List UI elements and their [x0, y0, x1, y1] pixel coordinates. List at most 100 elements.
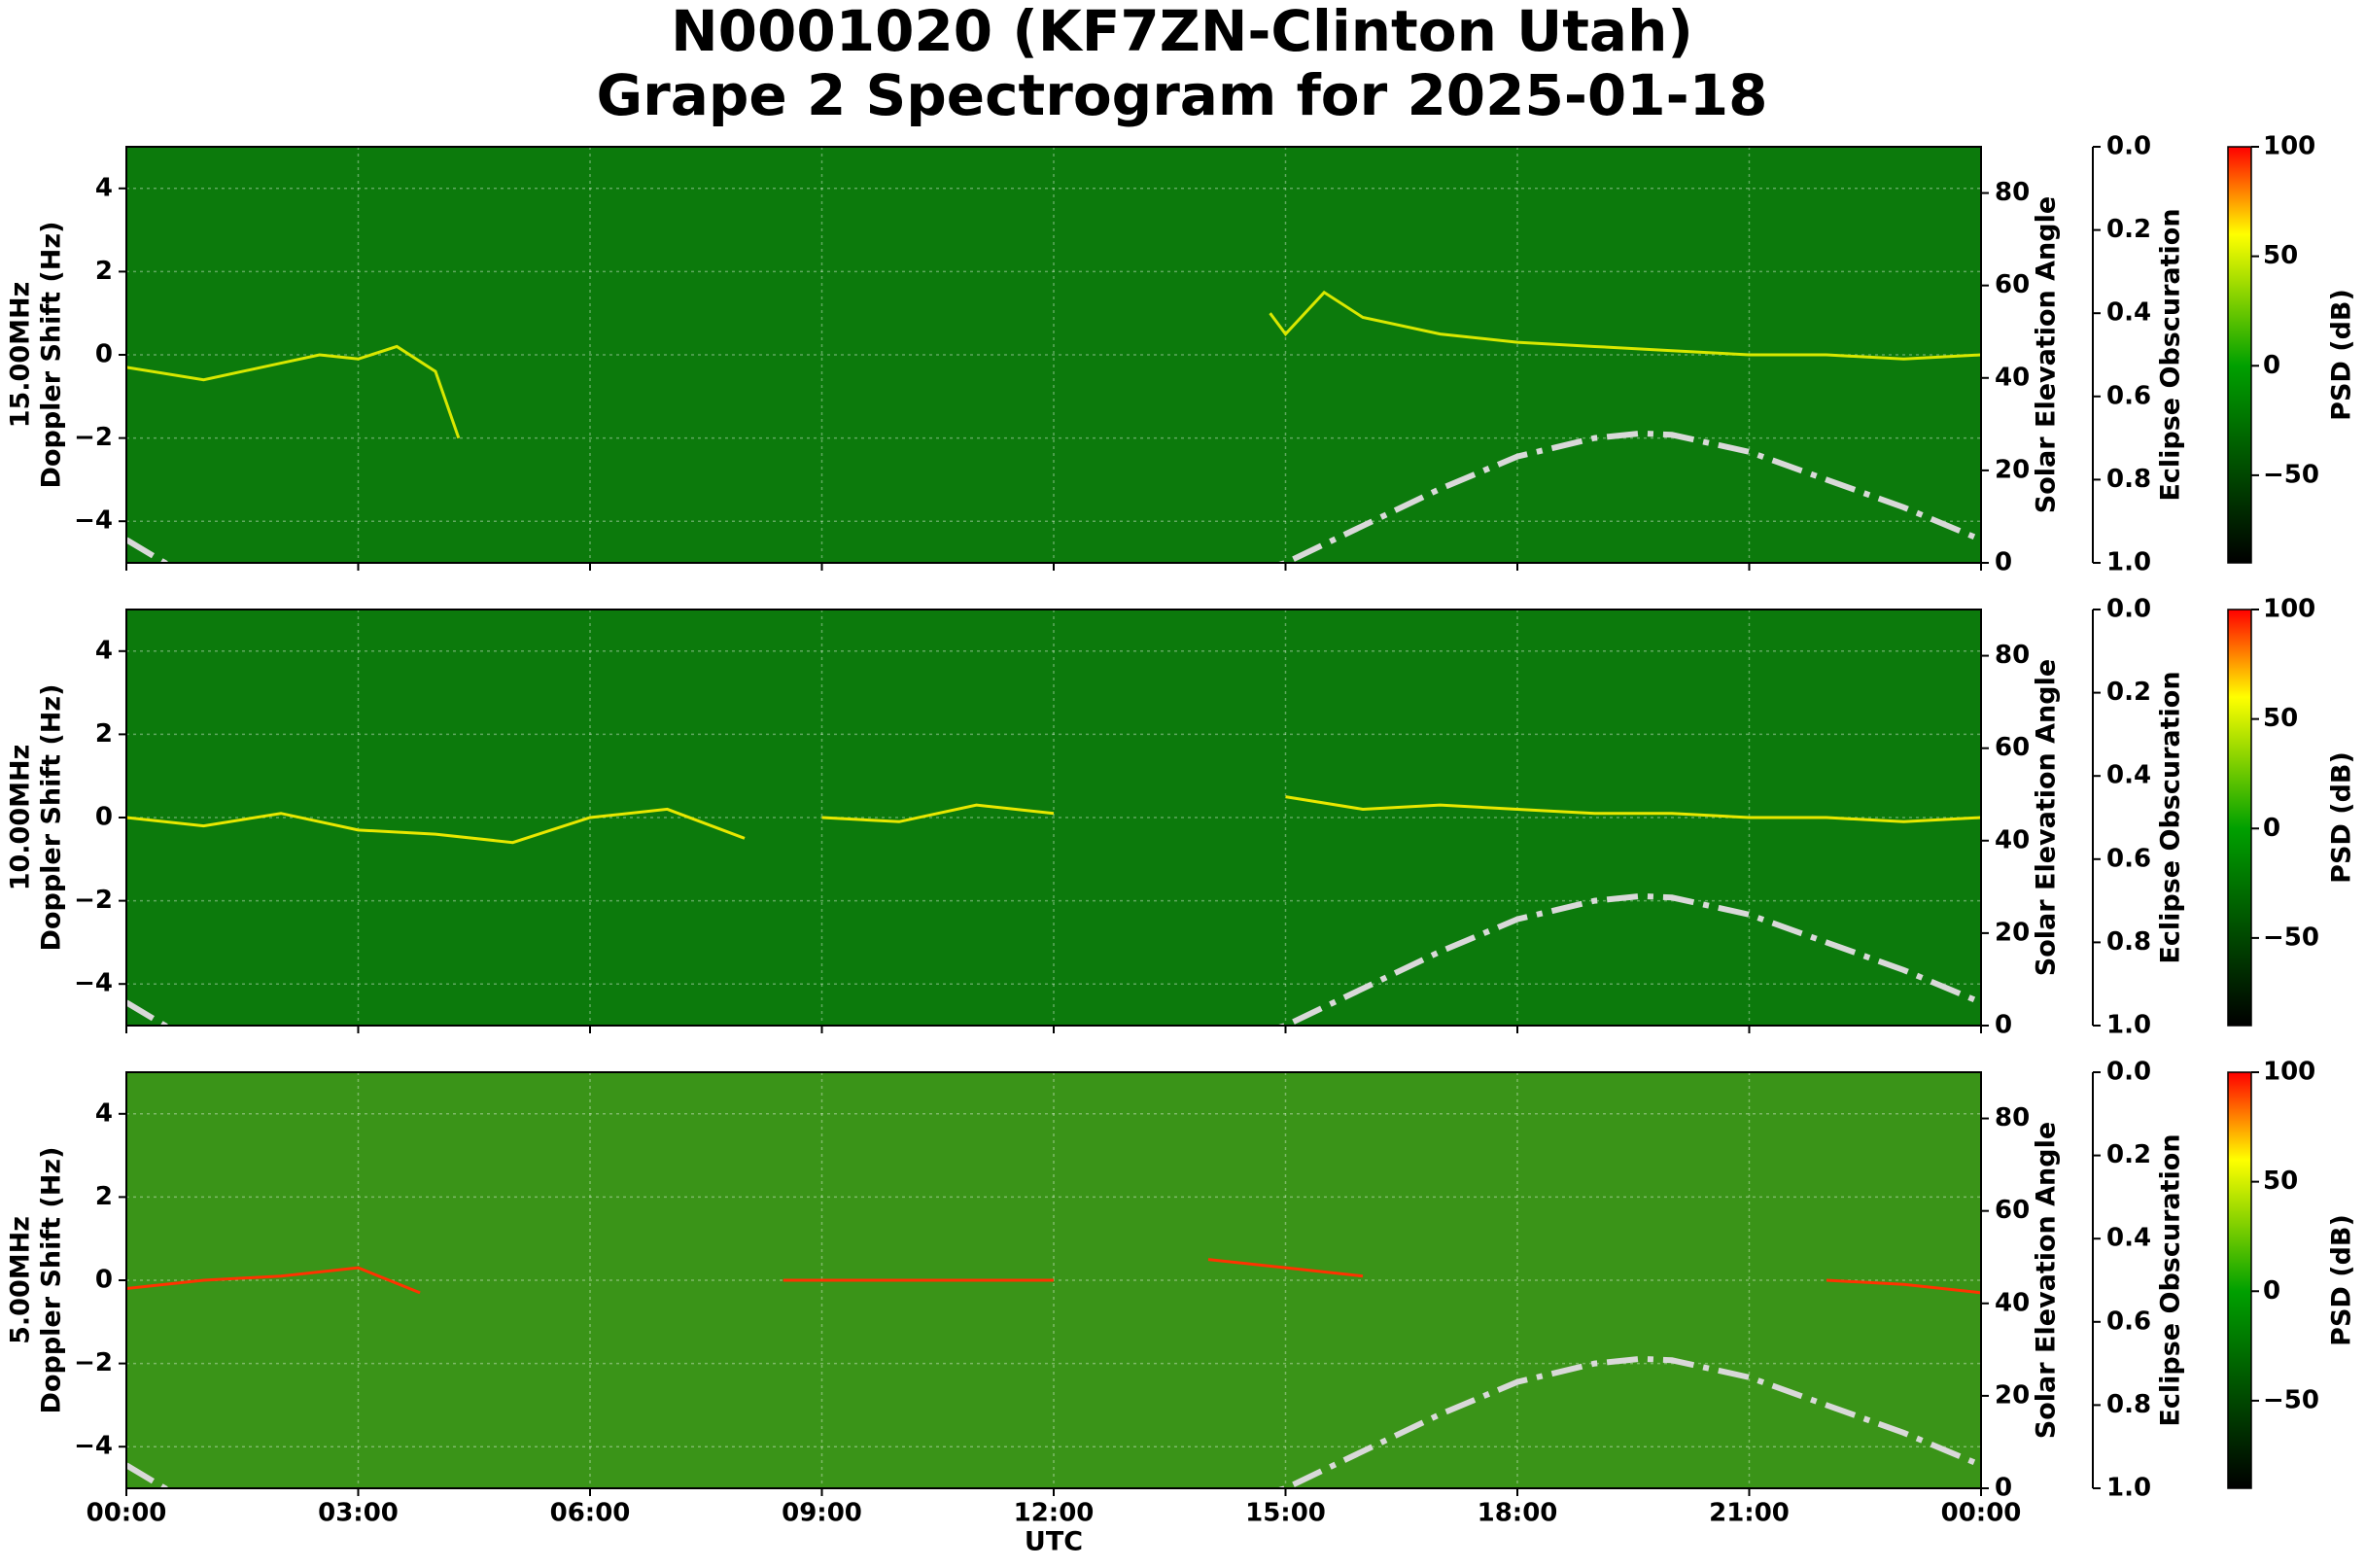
x-tick-label: 12:00	[1014, 1499, 1095, 1528]
y3-tick-label: 0.4	[2106, 761, 2151, 790]
y3-tick-label: 0.0	[2106, 1058, 2151, 1087]
y3-tick-label: 0.6	[2106, 381, 2151, 410]
y2-label: Solar Elevation Angle	[2032, 196, 2062, 513]
y2-tick-label: 80	[1995, 641, 2030, 670]
colorbar-tick-label: 100	[2263, 132, 2315, 161]
y2-tick-label: 40	[1995, 363, 2030, 392]
y-tick-label: 4	[95, 636, 113, 665]
x-tick-label: 15:00	[1245, 1499, 1326, 1528]
plot-frame	[125, 609, 1982, 1027]
y-tick-label: −2	[74, 886, 113, 915]
colorbar-tick-label: 50	[2263, 241, 2298, 270]
y2-tick-label: 80	[1995, 178, 2030, 207]
x-tick-label: 00:00	[1941, 1499, 2022, 1528]
x-tick-label: 09:00	[782, 1499, 862, 1528]
y-tick-label: 2	[95, 719, 113, 749]
y2-tick-label: 80	[1995, 1103, 2030, 1132]
colorbar	[2227, 1071, 2252, 1489]
y3-tick-label: 0.0	[2106, 132, 2151, 161]
y3-tick-label: 0.8	[2106, 1390, 2151, 1419]
y3-label: Eclipse Obscuration	[2156, 1133, 2186, 1426]
colorbar-label: PSD (dB)	[2327, 1214, 2357, 1346]
y3-tick-label: 0.2	[2106, 678, 2151, 707]
y-tick-label: −2	[74, 423, 113, 452]
doppler-trace	[1269, 290, 1981, 361]
y-label: 5.00MHz	[6, 1216, 36, 1344]
colorbar	[2227, 609, 2252, 1027]
y3-tick-label: 0.4	[2106, 1224, 2151, 1253]
x-tick-label: 21:00	[1709, 1499, 1790, 1528]
colorbar-tick-label: 100	[2263, 595, 2315, 624]
x-tick-label: 18:00	[1478, 1499, 1558, 1528]
y2-tick-label: 60	[1995, 1196, 2030, 1225]
y-label: Doppler Shift (Hz)	[37, 222, 67, 489]
y-label: 10.00MHz	[6, 745, 36, 891]
y2-tick-label: 40	[1995, 825, 2030, 854]
y3-tick-label: 1.0	[2106, 1011, 2151, 1040]
colorbar-tick-label: 50	[2263, 1167, 2298, 1196]
y-tick-label: 0	[95, 340, 113, 369]
colorbar-tick-label: −50	[2263, 460, 2319, 489]
y-tick-label: −4	[74, 1432, 113, 1461]
y2-tick-label: 20	[1995, 455, 2030, 484]
colorbar-label: PSD (dB)	[2327, 751, 2357, 884]
plot-frame	[125, 1071, 1982, 1489]
y2-tick-label: 20	[1995, 1380, 2030, 1410]
colorbar-label: PSD (dB)	[2327, 289, 2357, 421]
colorbar-tick-label: 0	[2263, 814, 2280, 843]
y-tick-label: −2	[74, 1348, 113, 1377]
y3-tick-label: 1.0	[2106, 1474, 2151, 1503]
y3-tick-label: 0.6	[2106, 844, 2151, 873]
solar-elevation-line	[126, 430, 1981, 563]
y-tick-label: −4	[74, 969, 113, 998]
y-tick-label: 4	[95, 173, 113, 202]
solar-elevation-line	[126, 892, 1981, 1026]
doppler-trace	[821, 803, 1055, 823]
y2-label: Solar Elevation Angle	[2032, 659, 2062, 976]
y2-tick-label: 60	[1995, 733, 2030, 762]
doppler-trace	[126, 344, 461, 439]
colorbar-tick-label: −50	[2263, 923, 2319, 952]
y3-tick-label: 0.4	[2106, 298, 2151, 328]
y2-tick-label: 0	[1995, 548, 2012, 577]
doppler-trace	[1207, 1258, 1364, 1278]
plot-background	[126, 610, 1981, 1026]
y-tick-label: 2	[95, 1182, 113, 1211]
y2-tick-label: 0	[1995, 1011, 2012, 1040]
y-label: Doppler Shift (Hz)	[37, 684, 67, 952]
colorbar-tick-label: 0	[2263, 1276, 2280, 1306]
doppler-trace	[1826, 1278, 1981, 1295]
colorbar-tick-label: 100	[2263, 1058, 2315, 1087]
x-tick-label: 00:00	[87, 1499, 167, 1528]
colorbar-tick-label: −50	[2263, 1385, 2319, 1414]
plot-frame	[125, 146, 1982, 564]
doppler-trace	[126, 1266, 421, 1295]
title-line: N0001020 (KF7ZN-Clinton Utah)	[671, 0, 1693, 64]
y3-label: Eclipse Obscuration	[2156, 208, 2186, 501]
y2-tick-label: 60	[1995, 270, 2030, 299]
y2-label: Solar Elevation Angle	[2032, 1122, 2062, 1439]
y2-tick-label: 40	[1995, 1288, 2030, 1317]
colorbar-tick-label: 50	[2263, 704, 2298, 733]
y2-tick-label: 0	[1995, 1474, 2012, 1503]
colorbar	[2227, 146, 2252, 564]
y3-tick-label: 0.0	[2106, 595, 2151, 624]
y-label: Doppler Shift (Hz)	[37, 1147, 67, 1414]
x-tick-label: 06:00	[550, 1499, 631, 1528]
y-tick-label: 0	[95, 1266, 113, 1295]
y3-tick-label: 0.8	[2106, 465, 2151, 494]
y-tick-label: 0	[95, 803, 113, 832]
y-tick-label: 4	[95, 1098, 113, 1128]
y-label: 15.00MHz	[6, 282, 36, 429]
y3-tick-label: 0.6	[2106, 1307, 2151, 1336]
solar-elevation-line	[126, 1355, 1981, 1488]
title-line: Grape 2 Spectrogram for 2025-01-18	[597, 62, 1768, 128]
y2-tick-label: 20	[1995, 918, 2030, 947]
y-tick-label: −4	[74, 506, 113, 536]
y3-tick-label: 0.2	[2106, 215, 2151, 244]
x-tick-label: 03:00	[318, 1499, 399, 1528]
colorbar-tick-label: 0	[2263, 351, 2280, 380]
y-tick-label: 2	[95, 257, 113, 286]
